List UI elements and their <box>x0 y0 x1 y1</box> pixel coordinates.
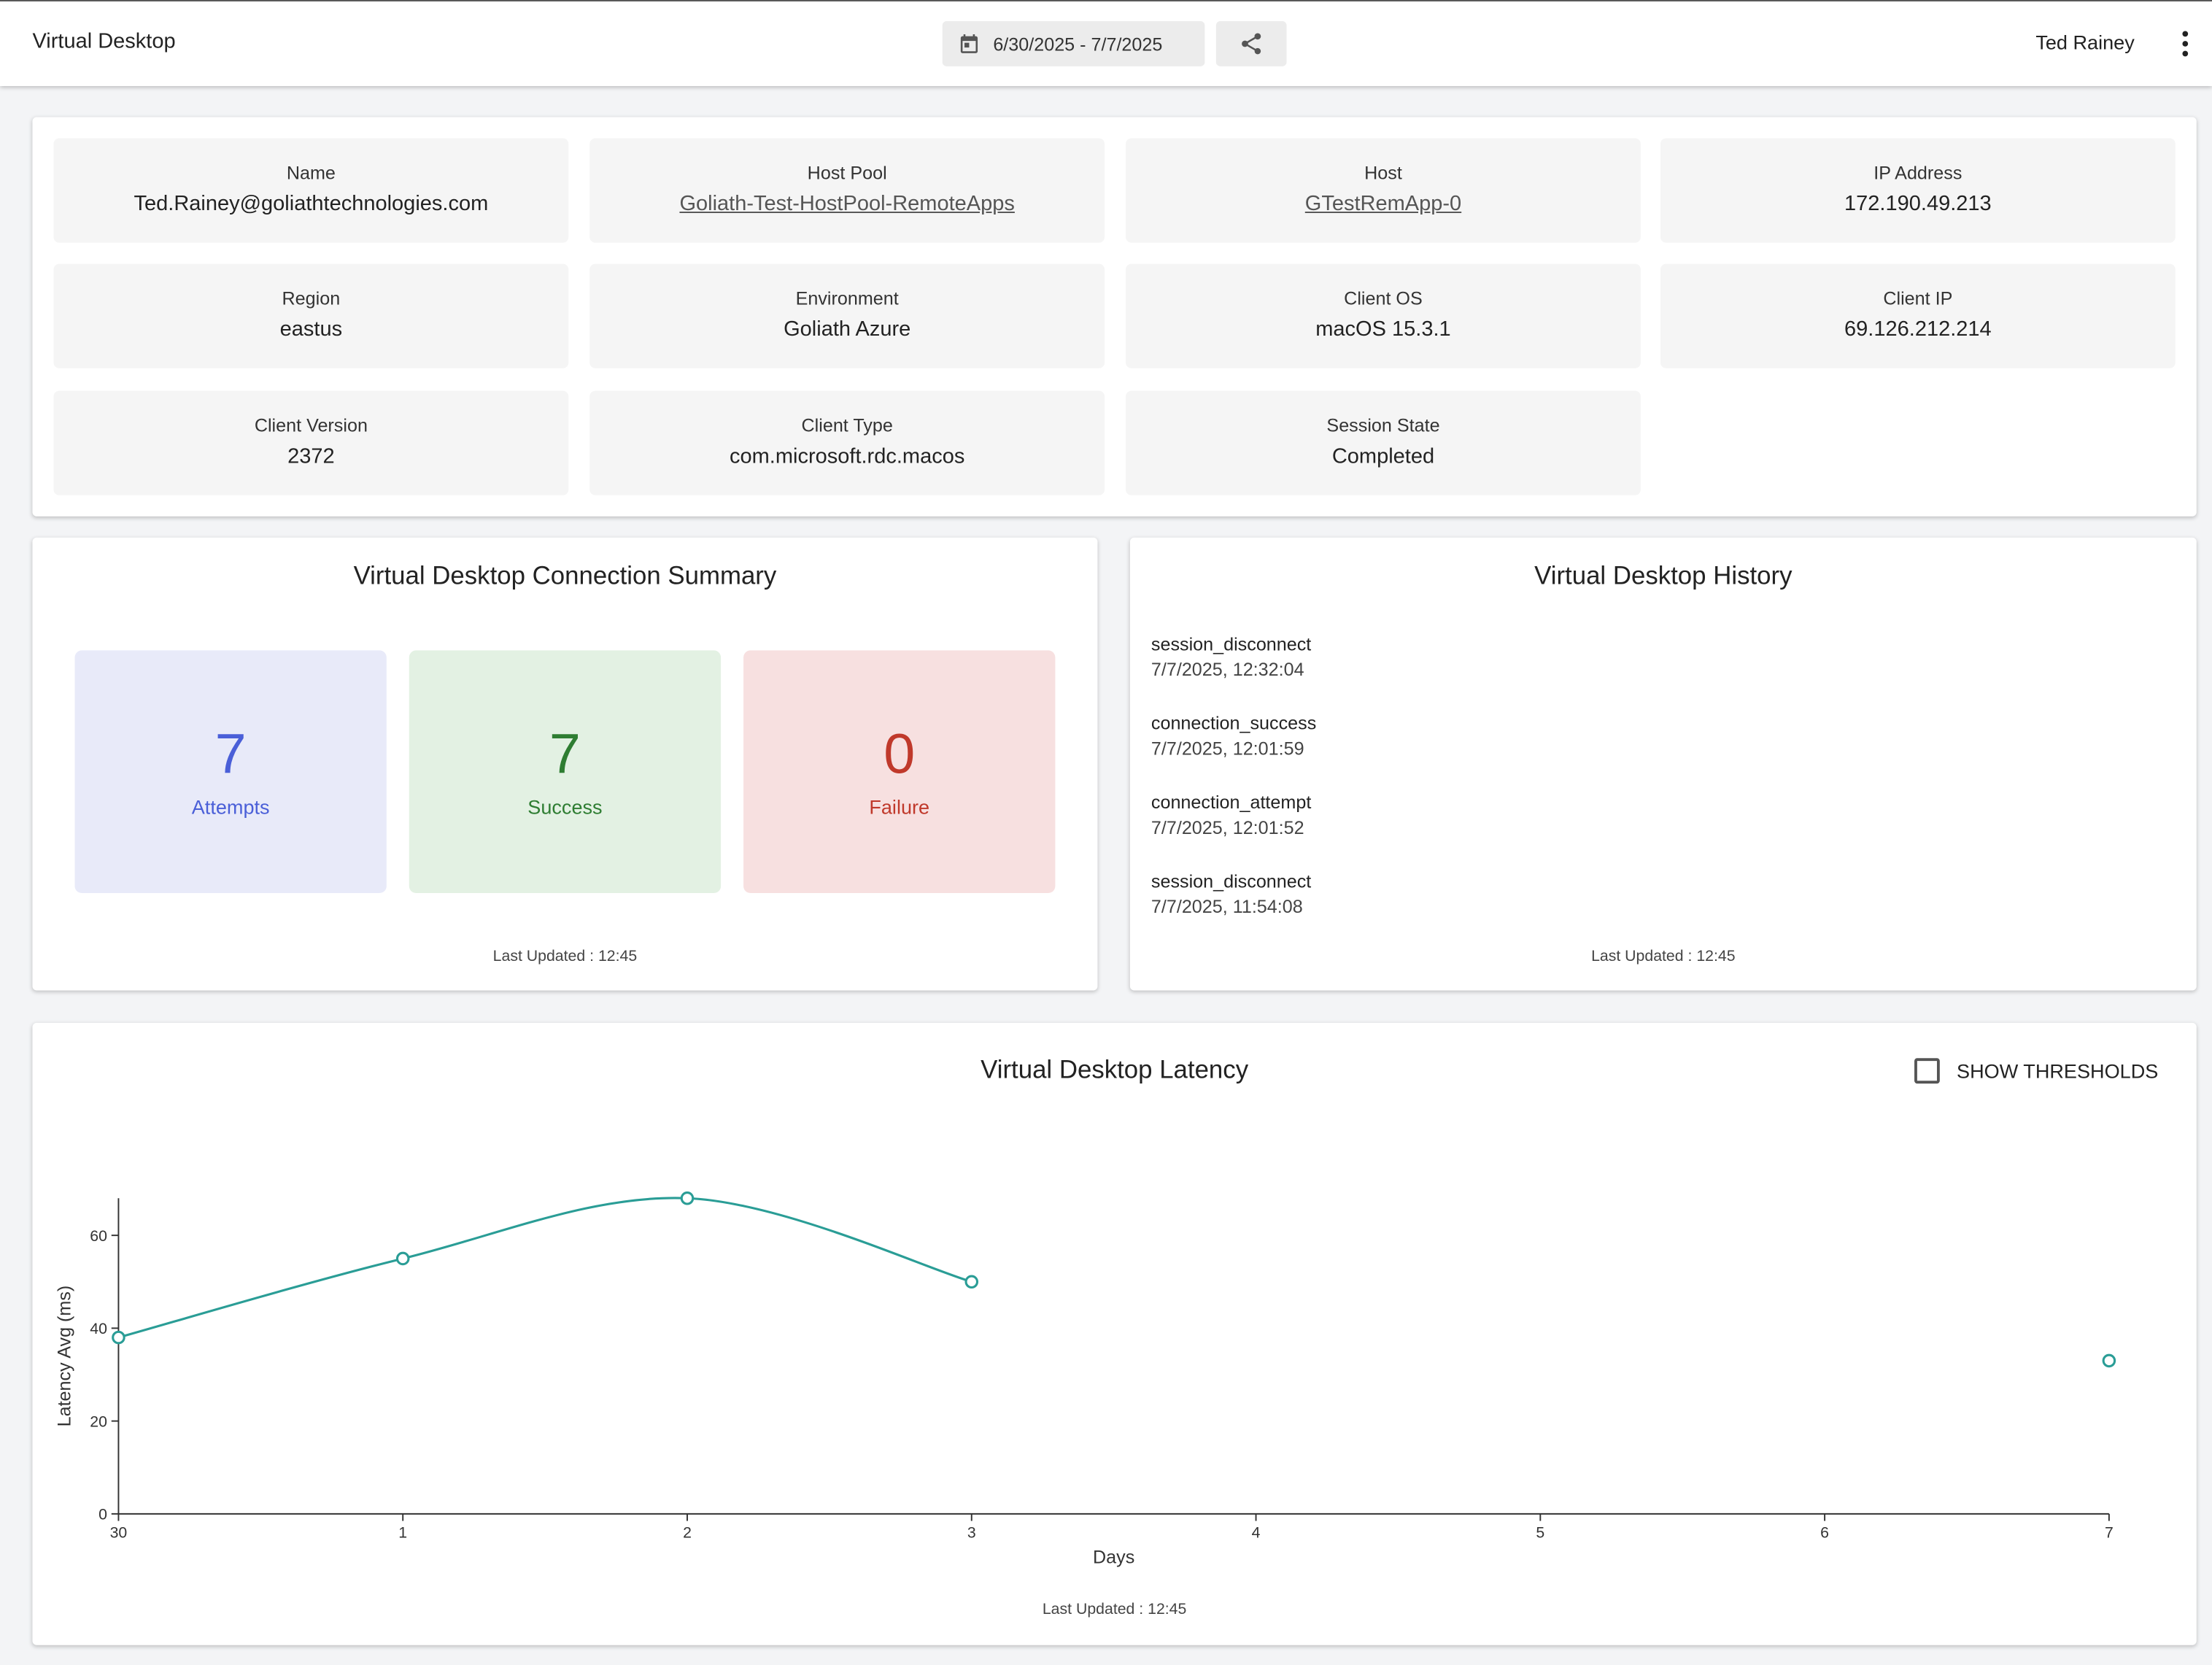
history-time: 7/7/2025, 12:01:52 <box>1151 816 1304 838</box>
tile-label: Environment <box>795 287 899 309</box>
history-card: Virtual Desktop History session_disconne… <box>1129 537 2197 991</box>
tile-value: Ted.Rainey@goliathtechnologies.com <box>134 191 489 216</box>
x-tick-label: 30 <box>110 1524 128 1542</box>
x-tick-label: 2 <box>683 1524 692 1542</box>
history-event: connection_attempt <box>1151 791 1312 813</box>
tile-label: Client IP <box>1883 287 1953 309</box>
history-time: 7/7/2025, 11:54:08 <box>1151 895 1303 917</box>
y-tick-label: 60 <box>90 1227 107 1245</box>
summary-last-updated: Last Updated : 12:45 <box>492 948 638 965</box>
x-tick-label: 1 <box>398 1524 407 1542</box>
tile-value: 2372 <box>287 444 335 468</box>
summary-title: Virtual Desktop Connection Summary <box>353 561 777 590</box>
x-axis-title: Days <box>1093 1548 1134 1568</box>
top-bar: Virtual Desktop 6/30/2025 - 7/7/2025 Ted… <box>0 0 2212 86</box>
failure-label: Failure <box>869 795 930 819</box>
tile-value: 172.190.49.213 <box>1844 191 1992 216</box>
tile-host-pool: Host Pool Goliath-Test-HostPool-RemoteAp… <box>589 138 1105 243</box>
history-last-updated: Last Updated : 12:45 <box>1591 948 1736 965</box>
tile-ip-address: IP Address 172.190.49.213 <box>1660 138 2176 243</box>
latency-card: Virtual Desktop Latency SHOW THRESHOLDS … <box>32 1022 2197 1645</box>
tile-value: Completed <box>1331 444 1435 468</box>
host-link[interactable]: GTestRemApp-0 <box>1304 191 1462 216</box>
tile-label: Client Type <box>801 414 893 436</box>
y-tick-label: 0 <box>98 1506 107 1523</box>
share-icon <box>1242 33 1261 55</box>
tile-value: eastus <box>279 317 343 341</box>
tile-label: Client Version <box>254 414 368 436</box>
tile-value: 69.126.212.214 <box>1844 317 1992 341</box>
user-name[interactable]: Ted Rainey <box>2035 31 2135 54</box>
history-item: connection_attempt 7/7/2025, 12:01:52 <box>1151 792 1311 838</box>
more-vert-icon[interactable] <box>2174 27 2197 61</box>
tile-label: Region <box>282 287 341 309</box>
tile-client-type: Client Type com.microsoft.rdc.macos <box>589 390 1105 495</box>
tile-label: Client OS <box>1344 287 1423 309</box>
x-tick-label: 7 <box>2105 1524 2114 1542</box>
host-pool-link[interactable]: Goliath-Test-HostPool-RemoteApps <box>679 191 1015 216</box>
history-title: Virtual Desktop History <box>1534 561 1793 590</box>
tile-value: macOS 15.3.1 <box>1315 317 1451 341</box>
show-thresholds-toggle[interactable]: SHOW THRESHOLDS <box>1914 1058 2159 1084</box>
latency-last-updated: Last Updated : 12:45 <box>1042 1601 1187 1618</box>
tile-session-state: Session State Completed <box>1126 390 1641 495</box>
y-axis-title: Latency Avg (ms) <box>55 1286 75 1427</box>
latency-data-point <box>2102 1353 2116 1368</box>
x-tick-label: 4 <box>1252 1524 1261 1542</box>
tile-label: Host Pool <box>807 162 887 184</box>
x-tick-label: 3 <box>967 1524 976 1542</box>
success-count: 7 <box>549 723 581 787</box>
latency-chart: 0 20 40 60 30 1 2 3 4 5 6 7 Days Latency Avg (ms) <box>55 1191 2116 1568</box>
tile-environment: Environment Goliath Azure <box>589 263 1105 368</box>
latency-data-point <box>964 1275 979 1289</box>
show-thresholds-label: SHOW THRESHOLDS <box>1957 1059 2159 1083</box>
show-thresholds-checkbox[interactable] <box>1914 1058 1940 1084</box>
failure-stat: 0 Failure <box>743 650 1056 894</box>
latency-data-point <box>680 1191 695 1205</box>
tile-label: Session State <box>1326 414 1440 436</box>
calendar-icon <box>960 34 978 53</box>
latency-data-point <box>395 1251 410 1266</box>
date-range-label: 6/30/2025 - 7/7/2025 <box>993 33 1163 55</box>
tile-label: Host <box>1364 162 1402 184</box>
history-item: connection_success 7/7/2025, 12:01:59 <box>1151 713 1316 760</box>
y-tick-label: 20 <box>90 1413 107 1430</box>
share-button[interactable] <box>1215 21 1287 66</box>
tile-region: Region eastus <box>53 263 569 368</box>
y-tick-label: 40 <box>90 1320 107 1337</box>
failure-count: 0 <box>883 723 916 787</box>
success-stat: 7 Success <box>409 650 722 894</box>
attempts-label: Attempts <box>191 795 270 819</box>
session-info-card: Name Ted.Rainey@goliathtechnologies.com … <box>32 117 2197 517</box>
tile-client-os: Client OS macOS 15.3.1 <box>1126 263 1641 368</box>
x-tick-label: 5 <box>1536 1524 1544 1542</box>
success-label: Success <box>527 795 603 819</box>
date-range-button[interactable]: 6/30/2025 - 7/7/2025 <box>942 21 1205 66</box>
tile-host: Host GTestRemApp-0 <box>1126 138 1641 243</box>
app-title: Virtual Desktop <box>32 29 176 54</box>
tile-client-version: Client Version 2372 <box>53 390 569 495</box>
connection-summary-card: Virtual Desktop Connection Summary 7 Att… <box>32 537 1098 991</box>
attempts-count: 7 <box>214 723 247 787</box>
history-time: 7/7/2025, 12:01:59 <box>1151 738 1304 760</box>
history-item: session_disconnect 7/7/2025, 11:54:08 <box>1151 870 1311 917</box>
history-item: session_disconnect 7/7/2025, 12:32:04 <box>1151 633 1311 680</box>
x-tick-label: 6 <box>1820 1524 1829 1542</box>
tile-value: Goliath Azure <box>784 317 911 341</box>
attempts-stat: 7 Attempts <box>74 650 387 894</box>
tile-label: IP Address <box>1873 162 1962 184</box>
tile-name: Name Ted.Rainey@goliathtechnologies.com <box>53 138 569 243</box>
tile-client-ip: Client IP 69.126.212.214 <box>1660 263 2176 368</box>
history-event: connection_success <box>1151 712 1317 734</box>
latency-title: Virtual Desktop Latency <box>981 1055 1249 1084</box>
latency-series-line <box>118 1197 972 1339</box>
history-event: session_disconnect <box>1151 870 1312 892</box>
history-event: session_disconnect <box>1151 633 1312 655</box>
latency-data-point <box>112 1330 125 1345</box>
tile-label: Name <box>286 162 336 184</box>
history-time: 7/7/2025, 12:32:04 <box>1151 659 1304 681</box>
tile-value: com.microsoft.rdc.macos <box>729 444 965 468</box>
